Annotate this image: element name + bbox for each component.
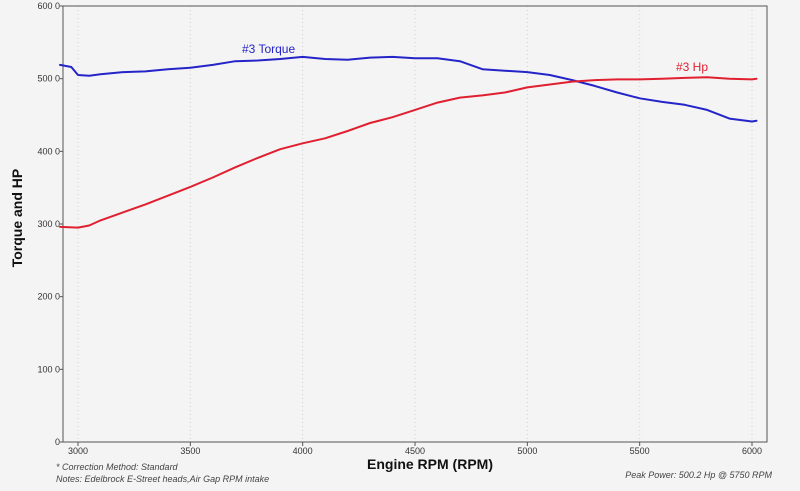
x-tick-label: 3500 [180, 446, 200, 456]
torque-series-line [59, 55, 758, 123]
y-tick-label: 400 0 [37, 146, 60, 156]
y-tick-label: 200 0 [37, 292, 60, 302]
notes-text: Notes: Edelbrock E-Street heads,Air Gap … [56, 474, 269, 484]
peak-power-text: Peak Power: 500.2 Hp @ 5750 RPM [625, 470, 772, 480]
x-tick-label: 3000 [68, 446, 88, 456]
hp-series-line [59, 76, 758, 229]
x-tick-label: 4000 [293, 446, 313, 456]
x-tick-label: 5500 [630, 446, 650, 456]
series-label-torque: #3 Torque [242, 42, 295, 56]
x-tick-label: 4500 [405, 446, 425, 456]
y-tick-label: 600 0 [37, 1, 60, 11]
correction-method-note: * Correction Method: Standard [56, 462, 179, 472]
x-tick-label: 5000 [517, 446, 537, 456]
y-tick-label: 300 0 [37, 219, 60, 229]
series-label-hp: #3 Hp [676, 60, 708, 74]
y-tick-label: 500 0 [37, 74, 60, 84]
x-tick-label: 6000 [742, 446, 762, 456]
y-tick-label: 100 0 [37, 364, 60, 374]
y-axis-title: Torque and HP [9, 169, 25, 268]
x-axis-title: Engine RPM (RPM) [367, 456, 493, 472]
y-tick-label: 0 [55, 437, 60, 447]
